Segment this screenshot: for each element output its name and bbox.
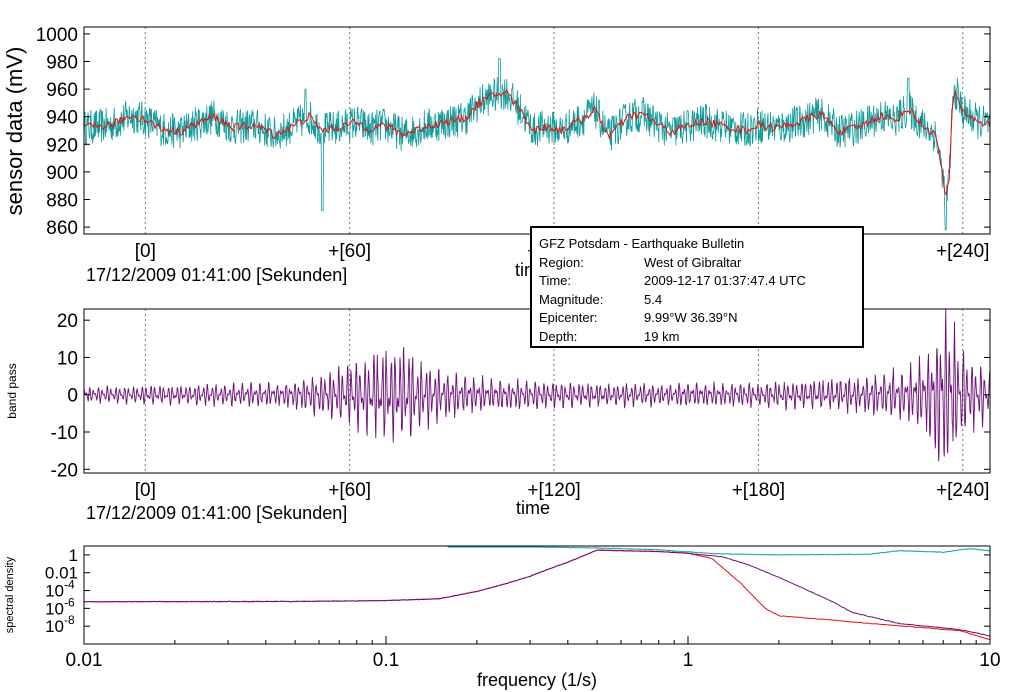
sensor-y-tick-label: 900 <box>46 163 78 184</box>
spectrum-x-tick-label: 1 <box>683 650 694 671</box>
bandpass-y-tick-label: -10 <box>51 423 78 444</box>
info-magnitude-row: Magnitude: 5.4 <box>539 291 862 310</box>
sensor-y-tick-label: 1000 <box>36 25 78 46</box>
sensor-y-tick-label: 940 <box>46 108 78 129</box>
info-epicenter-label: Epicenter: <box>539 310 598 325</box>
bandpass-line <box>83 308 991 462</box>
bandpass-x-axis-label: time <box>516 498 550 518</box>
info-region-row: Region: West of Gibraltar <box>539 254 862 273</box>
spectrum-x-tick-label: 0.1 <box>373 650 399 671</box>
spectrum-line-0 <box>447 546 991 556</box>
info-depth-row: Depth: 19 km <box>539 328 862 347</box>
bandpass-date-label: 17/12/2009 01:41:00 [Sekunden] <box>86 503 347 523</box>
spectrum-y-tick-exponent: -8 <box>64 613 75 627</box>
bandpass-y-tick-label: 0 <box>67 386 78 407</box>
bandpass-y-tick-label: 20 <box>57 311 78 332</box>
spectrum-y-axis-label: spectral density <box>4 556 16 633</box>
info-title-row: GFZ Potsdam - Earthquake Bulletin <box>539 235 862 254</box>
spectrum-line-2 <box>83 549 991 637</box>
info-region-label: Region: <box>539 254 584 270</box>
bandpass-y-axis-label: band pass <box>5 363 19 418</box>
sensor-y-tick-label: 920 <box>46 135 78 156</box>
info-depth-label: Depth: <box>539 328 578 344</box>
sensor-y-tick-label: 960 <box>46 80 78 101</box>
sensor-x-tick-label: [0] <box>135 241 156 262</box>
info-time-row: Time: 2009-12-17 01:37:47.4 UTC <box>539 272 862 291</box>
sensor-date-label: 17/12/2009 01:41:00 [Sekunden] <box>86 265 347 285</box>
sensor-y-axis-label: sensor data (mV) <box>2 47 27 216</box>
bandpass-x-tick-label: [0] <box>135 480 156 501</box>
spectrum-x-tick-label: 10 <box>979 650 1000 671</box>
info-time-value: 2009-12-17 01:37:47.4 UTC <box>644 273 806 288</box>
spectrum-y-tick-label: 10 <box>45 582 64 601</box>
spectrum-y-tick-exponent: -6 <box>64 595 75 609</box>
sensor-y-tick-label: 880 <box>46 191 78 212</box>
earthquake-info-box: GFZ Potsdam - Earthquake Bulletin Region… <box>530 226 864 348</box>
spectrum-y-tick-label: 10 <box>45 599 64 618</box>
spectrum-x-tick-label: 0.01 <box>66 650 103 671</box>
bandpass-x-tick-label: +[180] <box>732 480 785 501</box>
bandpass-x-tick-label: +[60] <box>328 480 371 501</box>
spectrum-y-tick-exponent: -4 <box>64 578 75 592</box>
sensor-y-tick-label: 980 <box>46 53 78 74</box>
info-magnitude-label: Magnitude: <box>539 291 604 307</box>
info-magnitude-value: 5.4 <box>644 291 663 307</box>
sensor-y-tick-label: 860 <box>46 218 78 239</box>
bandpass-panel: -20 -10 0 10 20 [0] +[60] +[120] +[180] +[240] b… <box>5 308 991 523</box>
spectrum-line-1 <box>83 549 991 641</box>
info-epicenter-row: Epicenter: 9.99°W 36.39°N <box>539 309 862 328</box>
info-region-value: West of Gibraltar <box>644 254 742 270</box>
bandpass-y-tick-label: -20 <box>51 460 78 481</box>
spectrum-y-tick-label: 1 <box>69 546 78 565</box>
bandpass-x-tick-label: +[120] <box>527 480 580 501</box>
bandpass-x-tick-label: +[240] <box>936 480 989 501</box>
sensor-x-tick-label: +[240] <box>936 241 989 262</box>
sensor-x-tick-label: +[60] <box>328 241 371 262</box>
info-time-label: Time: <box>539 273 572 288</box>
spectrum-y-tick-label: 10 <box>45 617 64 636</box>
spectrum-y-tick-label: 0.01 <box>45 564 78 583</box>
sensor-raw-line <box>83 58 991 231</box>
bandpass-y-tick-label: 10 <box>57 348 78 369</box>
sensor-smoothed-line <box>83 88 991 196</box>
info-epicenter-value: 9.99°W 36.39°N <box>644 310 738 325</box>
info-depth-value: 19 km <box>644 328 680 344</box>
spectrum-plot-frame <box>83 545 991 645</box>
spectrum-x-axis-label: frequency (1/s) <box>477 670 597 690</box>
info-title: GFZ Potsdam - Earthquake Bulletin <box>539 236 745 251</box>
